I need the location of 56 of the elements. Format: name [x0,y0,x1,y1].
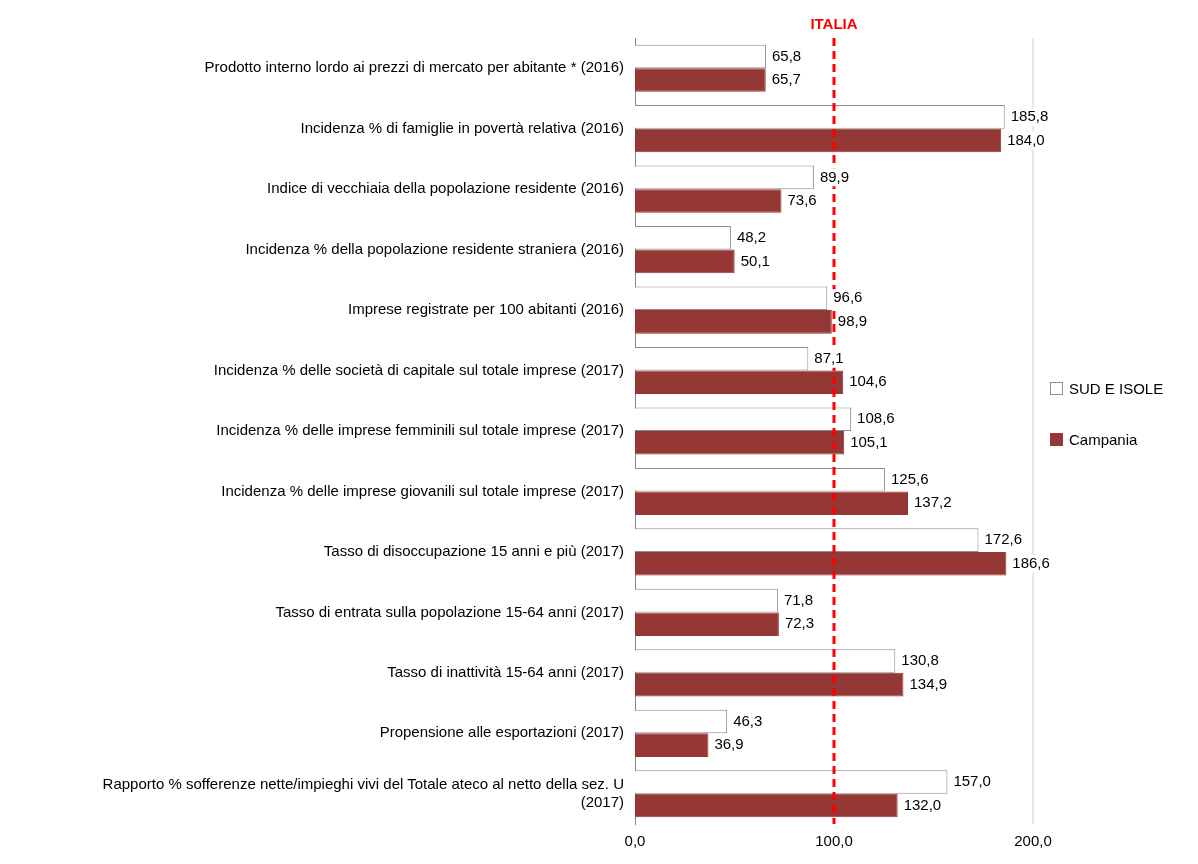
text: SUD E ISOLE [1069,380,1164,397]
data-label: 157,0 [953,772,991,790]
data-label: 98,9 [837,312,868,330]
bar [635,491,909,516]
bar [635,249,735,274]
data-label: 71,8 [783,590,814,608]
data-label: 46,3 [733,711,763,729]
data-label: 132,0 [903,795,942,813]
data-label: 105,1 [850,432,888,450]
data-label: 65,8 [771,46,802,64]
bar [635,431,845,455]
legend-label: Campania [1069,431,1138,448]
data-label: 48,2 [736,227,767,245]
data-label: 87,1 [814,348,844,366]
data-label: 108,6 [857,409,895,427]
y-tick-label: Imprese registrate per 100 abitanti (2016) [348,300,624,318]
data-label: 65,7 [771,70,801,88]
y-tick-label: Prodotto interno lordo ai prezzi di mercato per abitante * (2016) [204,58,624,76]
data-label: 96,6 [833,288,863,306]
y-tick-label: Tasso di entrata sulla popolazione 15-64 anni (2017) [275,602,624,620]
data-label: 125,6 [890,469,929,487]
bar [635,370,844,395]
data-label: 186,6 [1012,553,1050,571]
y-tick-label: Tasso di inattività 15-64 anni (2017) [387,662,624,680]
bar [635,551,1007,576]
bar [635,612,779,636]
data-label: 172,6 [984,530,1023,548]
bar [635,68,766,92]
bar [635,128,1002,153]
data-label: 137,2 [914,493,952,511]
y-tick-label: Tasso di disoccupazione 15 anni e più (2017) [323,542,624,560]
data-label: 73,6 [787,191,817,209]
y-tick-label: Incidenza % delle imprese femminili sul totale imprese (2017) [216,421,624,439]
data-label: 72,3 [784,614,815,632]
y-tick-label: Rapporto % sofferenze nette/impieghi vivi del Totale ateco al netto della sez. U (2017) [102,774,624,810]
x-tick-label: 200,0 [1014,832,1052,850]
bar [635,310,832,334]
data-label: 184,0 [1007,130,1045,148]
y-tick-label: Indice di vecchiaia della popolazione residente (2016) [267,179,624,197]
data-label: 104,6 [849,372,887,390]
x-tick-label: 100,0 [815,832,853,850]
data-label: 134,9 [909,674,947,692]
y-tick-label: Incidenza % delle imprese giovanili sul totale imprese (2017) [221,481,624,499]
x-tick-label: 0,0 [624,832,646,850]
y-tick-label: Incidenza % di famiglie in povertà relativa (2016) [300,118,624,136]
bar [635,733,709,757]
data-label: 185,8 [1010,107,1049,125]
y-tick-label: Incidenza % della popolazione residente straniera (2016) [245,239,624,257]
ref-line-label: ITALIA [810,14,858,32]
y-tick-label: Propensione alle esportazioni (2017) [379,723,624,741]
y-tick-label: Incidenza % delle società di capitale sul totale imprese (2017) [213,360,624,378]
data-label: 50,1 [740,251,770,269]
data-label: 89,9 [819,167,850,185]
data-label: 36,9 [714,735,744,753]
bar [635,189,782,213]
data-label: 130,8 [901,651,939,669]
